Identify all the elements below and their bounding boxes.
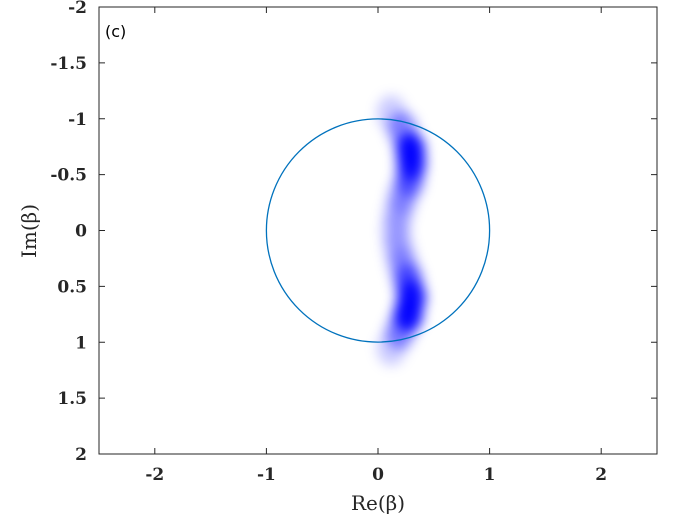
y-tick-label: 1.5 (57, 389, 87, 409)
x-tick-label: 1 (484, 465, 496, 485)
x-tick-labels: -2 -1 0 1 2 (145, 465, 607, 485)
y-tick-label: -1.5 (50, 54, 87, 74)
y-tick-label: 1 (75, 333, 87, 353)
x-tick-label: -2 (145, 465, 164, 485)
y-tick-label: 0.5 (57, 277, 87, 297)
y-tick-label: -2 (68, 0, 87, 18)
x-tick-label: 2 (595, 465, 607, 485)
y-tick-label: 2 (75, 445, 87, 465)
plot-area (99, 7, 657, 454)
y-axis-title: Im(β) (17, 204, 41, 258)
y-tick-label: 0 (75, 222, 87, 242)
x-axis-title: Re(β) (351, 491, 405, 515)
density-map (376, 95, 426, 366)
x-tick-label: -1 (257, 465, 276, 485)
y-tick-label: -1 (68, 110, 87, 130)
density-blob (376, 329, 406, 366)
y-tick-label: -0.5 (50, 166, 87, 186)
panel-label: (c) (105, 22, 126, 41)
x-tick-label: 0 (372, 465, 384, 485)
unit-circle (265, 118, 491, 343)
y-tick-labels: -2 -1.5 -1 -0.5 0 0.5 1 1.5 2 (50, 0, 87, 465)
ticks (99, 6, 657, 455)
